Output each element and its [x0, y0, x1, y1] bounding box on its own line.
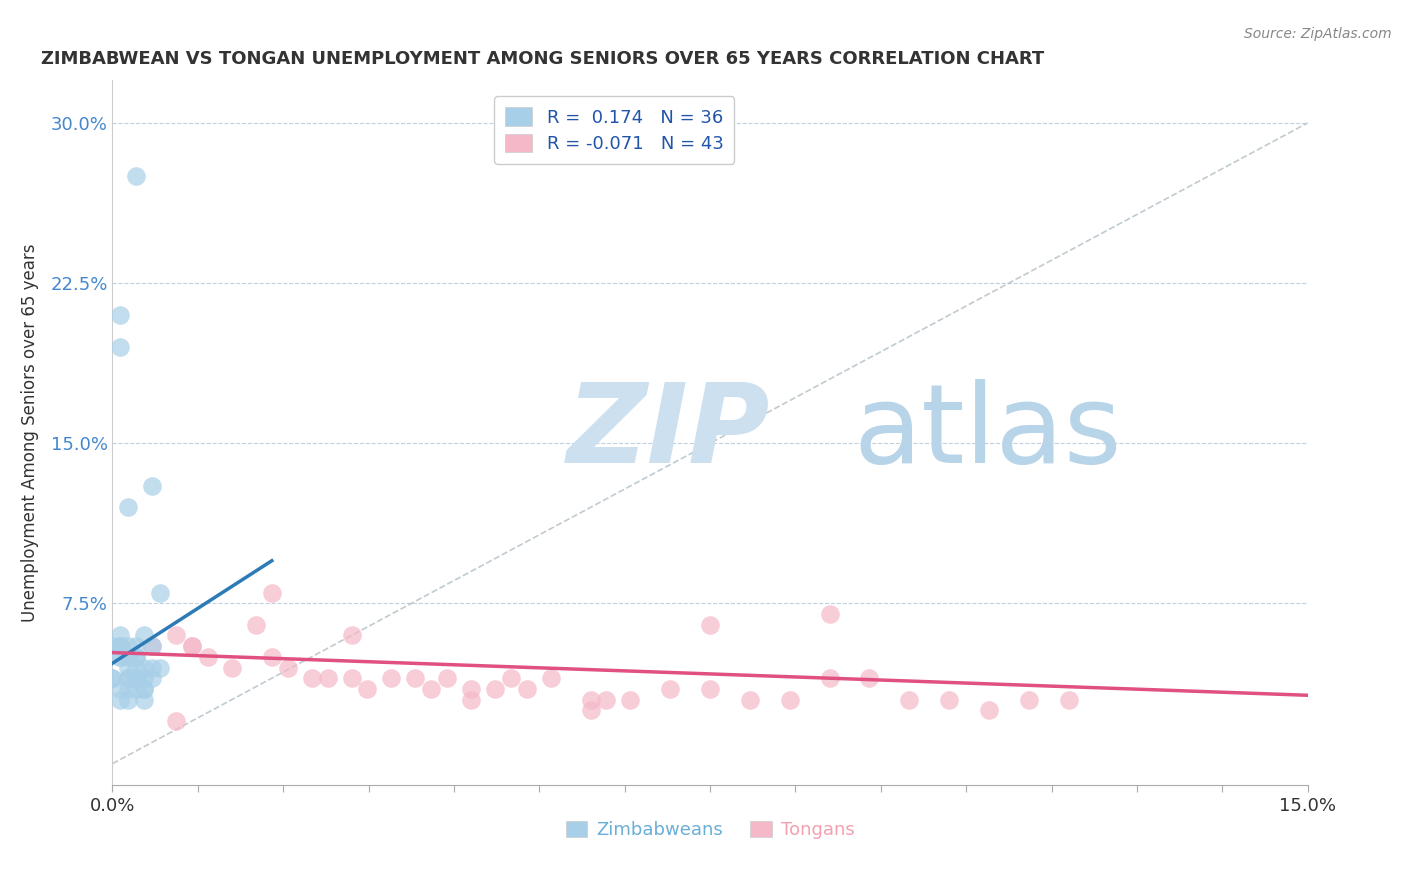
Point [197, 649, 219, 664]
Point [165, 628, 187, 642]
Point [117, 660, 139, 674]
Point [125, 681, 148, 696]
Point [436, 671, 458, 685]
Point [117, 681, 139, 696]
Point [125, 639, 148, 653]
Point [898, 692, 921, 706]
Point [117, 649, 139, 664]
Point [125, 671, 148, 685]
Point [110, 639, 132, 653]
Point [818, 607, 841, 621]
Point [420, 681, 443, 696]
Point [579, 703, 602, 717]
Text: ZIMBABWEAN VS TONGAN UNEMPLOYMENT AMONG SENIORS OVER 65 YEARS CORRELATION CHART: ZIMBABWEAN VS TONGAN UNEMPLOYMENT AMONG … [41, 50, 1045, 68]
Point [141, 671, 163, 685]
Point [484, 681, 506, 696]
Text: atlas: atlas [853, 379, 1122, 486]
Point [134, 692, 156, 706]
Point [134, 628, 156, 642]
Point [110, 340, 132, 354]
Point [260, 586, 283, 600]
Point [779, 692, 801, 706]
Point [110, 692, 132, 706]
Point [110, 308, 132, 322]
Text: ZIP: ZIP [567, 379, 770, 486]
Point [141, 479, 163, 493]
Point [579, 692, 602, 706]
Point [818, 671, 841, 685]
Point [117, 671, 139, 685]
Point [277, 660, 299, 674]
Point [125, 169, 148, 184]
Point [1057, 692, 1080, 706]
Point [404, 671, 426, 685]
Point [260, 649, 283, 664]
Point [165, 714, 187, 728]
Point [938, 692, 960, 706]
Point [181, 639, 204, 653]
Text: Source: ZipAtlas.com: Source: ZipAtlas.com [1244, 27, 1392, 41]
Point [245, 617, 267, 632]
Point [134, 671, 156, 685]
Point [141, 660, 163, 674]
Point [110, 649, 132, 664]
Point [117, 671, 139, 685]
Point [110, 681, 132, 696]
Point [340, 671, 363, 685]
Point [141, 639, 163, 653]
Point [125, 671, 148, 685]
Point [117, 692, 139, 706]
Point [149, 660, 172, 674]
Point [619, 692, 641, 706]
Point [301, 671, 323, 685]
Point [117, 500, 139, 515]
Point [110, 639, 132, 653]
Point [101, 671, 124, 685]
Point [101, 671, 124, 685]
Y-axis label: Unemployment Among Seniors over 65 years: Unemployment Among Seniors over 65 years [21, 244, 39, 622]
Point [141, 639, 163, 653]
Point [699, 617, 721, 632]
Point [117, 639, 139, 653]
Point [181, 639, 204, 653]
Point [540, 671, 562, 685]
Point [110, 649, 132, 664]
Point [699, 681, 721, 696]
Point [460, 681, 482, 696]
Point [125, 660, 148, 674]
Point [380, 671, 402, 685]
Point [858, 671, 880, 685]
Point [659, 681, 682, 696]
Point [316, 671, 339, 685]
Point [134, 681, 156, 696]
Point [1018, 692, 1040, 706]
Point [125, 671, 148, 685]
Point [460, 692, 482, 706]
Point [110, 628, 132, 642]
Point [125, 649, 148, 664]
Point [499, 671, 522, 685]
Point [977, 703, 1000, 717]
Legend: Zimbabweans, Tongans: Zimbabweans, Tongans [558, 814, 862, 847]
Point [134, 681, 156, 696]
Point [134, 660, 156, 674]
Point [101, 639, 124, 653]
Point [340, 628, 363, 642]
Point [149, 586, 172, 600]
Point [221, 660, 243, 674]
Point [356, 681, 378, 696]
Point [595, 692, 617, 706]
Point [738, 692, 761, 706]
Point [125, 649, 148, 664]
Point [516, 681, 538, 696]
